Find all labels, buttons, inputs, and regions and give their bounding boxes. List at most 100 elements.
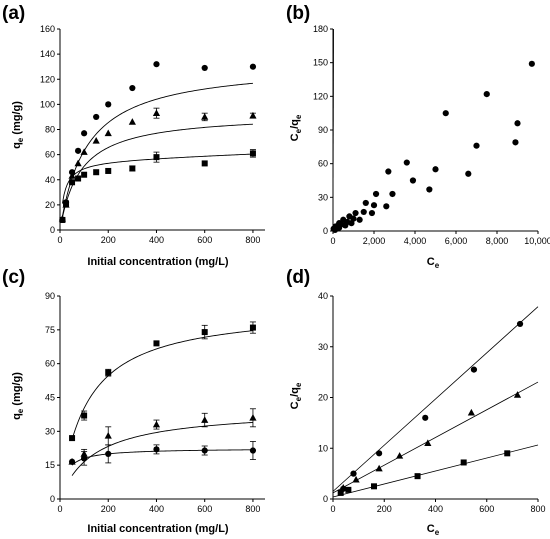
panel-a-xtick-label: 0 <box>57 235 62 245</box>
panel-b-ylabel-mid: /q <box>289 119 301 129</box>
panel-c-xtick-label: 800 <box>245 504 260 514</box>
panel-b-ylabel-sub: e <box>294 128 303 133</box>
panel-d-point <box>460 459 467 466</box>
panel-b-point <box>528 60 535 67</box>
panel-b-point <box>514 120 521 127</box>
panel-a-point <box>201 113 209 120</box>
panel-a-point <box>153 154 160 161</box>
panel-a-xlabel: Initial concentration (mg/L) <box>87 256 229 268</box>
panel-b-point <box>356 216 363 223</box>
panel-d-point <box>371 483 377 490</box>
panel-b-xlabel: Ce <box>427 256 440 270</box>
panel-a-xtick-label: 600 <box>197 235 212 245</box>
panel-b-point <box>483 90 490 98</box>
panel-c-point <box>69 435 76 442</box>
panel-c-point <box>201 416 209 423</box>
panel-d-point <box>504 450 511 457</box>
panel-d-xtick-label: 200 <box>377 504 392 514</box>
panel-d-point <box>467 408 475 416</box>
panel-b-point <box>370 202 378 209</box>
panel-a-ylabel-main: q <box>11 142 23 149</box>
panel-c-point <box>249 447 257 454</box>
panel-d-point <box>396 452 404 459</box>
panel-c-ytick-label: 75 <box>45 325 55 335</box>
panel-b-point <box>342 222 349 229</box>
panel-d-point <box>422 414 429 421</box>
panel-b-point <box>348 220 355 227</box>
panel-a-ytick-label: 80 <box>45 125 55 135</box>
panel-c-ytick-label: 90 <box>45 291 55 301</box>
panel-a-point <box>59 216 66 223</box>
panel-a-ytick-label: 100 <box>40 99 55 109</box>
panel-a-point <box>92 137 100 144</box>
panel-d-ylabel-sub2: e <box>294 382 303 387</box>
panel-d-ylabel-mid: /q <box>289 387 301 397</box>
panel-c-point <box>68 458 76 465</box>
panel-d-ytick-label: 30 <box>318 342 328 352</box>
panel-c-ytick-label: 15 <box>45 460 55 470</box>
panel-d-xlabel-main: C <box>427 523 435 535</box>
panel-d-point <box>376 450 383 457</box>
panel-b-point <box>409 177 417 184</box>
panel-c-label: (c) <box>2 267 25 288</box>
panel-a-label: (a) <box>2 3 25 24</box>
panel-a-point <box>129 84 136 92</box>
panel-a-point <box>104 129 112 137</box>
panel-d-fit-line <box>332 381 539 494</box>
panel-a-point <box>128 118 136 125</box>
panel-a-point <box>68 172 76 179</box>
panel-b-point <box>368 209 376 217</box>
panel-b-point <box>403 159 410 166</box>
panel-a-point <box>201 64 208 72</box>
panel-a-xtick-label: 200 <box>101 235 116 245</box>
panel-c-ytick-label: 0 <box>50 494 55 504</box>
panel-c-xtick-label: 200 <box>101 504 116 514</box>
panel-d-fit-line <box>332 444 539 498</box>
panel-d-xtick-label: 400 <box>428 504 443 514</box>
panel-c-xtick-label: 600 <box>197 504 212 514</box>
panel-d-ytick-label: 20 <box>318 393 328 403</box>
panel-c-ytick-label: 60 <box>45 359 55 369</box>
panel-d-point <box>414 473 421 480</box>
panel-c-point <box>201 447 208 454</box>
panel-c-xtick-label: 0 <box>57 504 62 514</box>
panel-d-xtick-label: 600 <box>479 504 494 514</box>
panel-d-ytick-label: 40 <box>318 291 328 301</box>
panel-b-point <box>385 168 392 175</box>
panel-d-point <box>516 320 524 328</box>
panel-d-point <box>352 475 360 483</box>
panel-d-point <box>345 486 352 493</box>
panel-b-xtick-label: 6,000 <box>445 236 468 246</box>
panel-c-ytick-label: 30 <box>45 426 55 436</box>
panel-c-point <box>249 414 257 421</box>
panel-c-xtick-label: 400 <box>149 504 164 514</box>
panel-b-xtick-label: 8,000 <box>486 236 509 246</box>
panel-a-point <box>93 169 100 176</box>
panel-b-point <box>432 166 439 173</box>
panel-c-point <box>104 432 112 439</box>
panel-c-xlabel: Initial concentration (mg/L) <box>87 523 229 535</box>
panel-c-fit-curve <box>71 422 253 476</box>
panel-a-point <box>75 175 82 182</box>
panel-c-point <box>81 455 88 462</box>
panel-a-point <box>201 160 208 167</box>
panel-d-point <box>513 391 522 398</box>
panel-a-point <box>153 61 160 68</box>
panel-a-ytick-label: 140 <box>40 49 55 59</box>
panel-a-point <box>69 179 76 186</box>
panel-a-point <box>249 111 257 119</box>
panel-c-point <box>201 329 208 336</box>
panel-a-point <box>249 63 257 70</box>
panel-a-point <box>105 101 112 108</box>
panel-c-point <box>153 340 160 347</box>
panel-a-point <box>74 147 82 154</box>
panel-d-ylabel-main: C <box>289 401 301 409</box>
panel-a-point <box>249 150 256 157</box>
panel-a: (a) 0 200 400 600 800 0 20 40 60 80 100 120 140 160 I… <box>2 3 265 268</box>
panel-a-fit-curve <box>61 153 253 204</box>
panel-b-point <box>426 186 433 193</box>
panel-a-ytick-label: 120 <box>40 74 55 84</box>
panel-b-point <box>336 224 343 231</box>
panel-b-ytick-label: 150 <box>313 58 328 68</box>
